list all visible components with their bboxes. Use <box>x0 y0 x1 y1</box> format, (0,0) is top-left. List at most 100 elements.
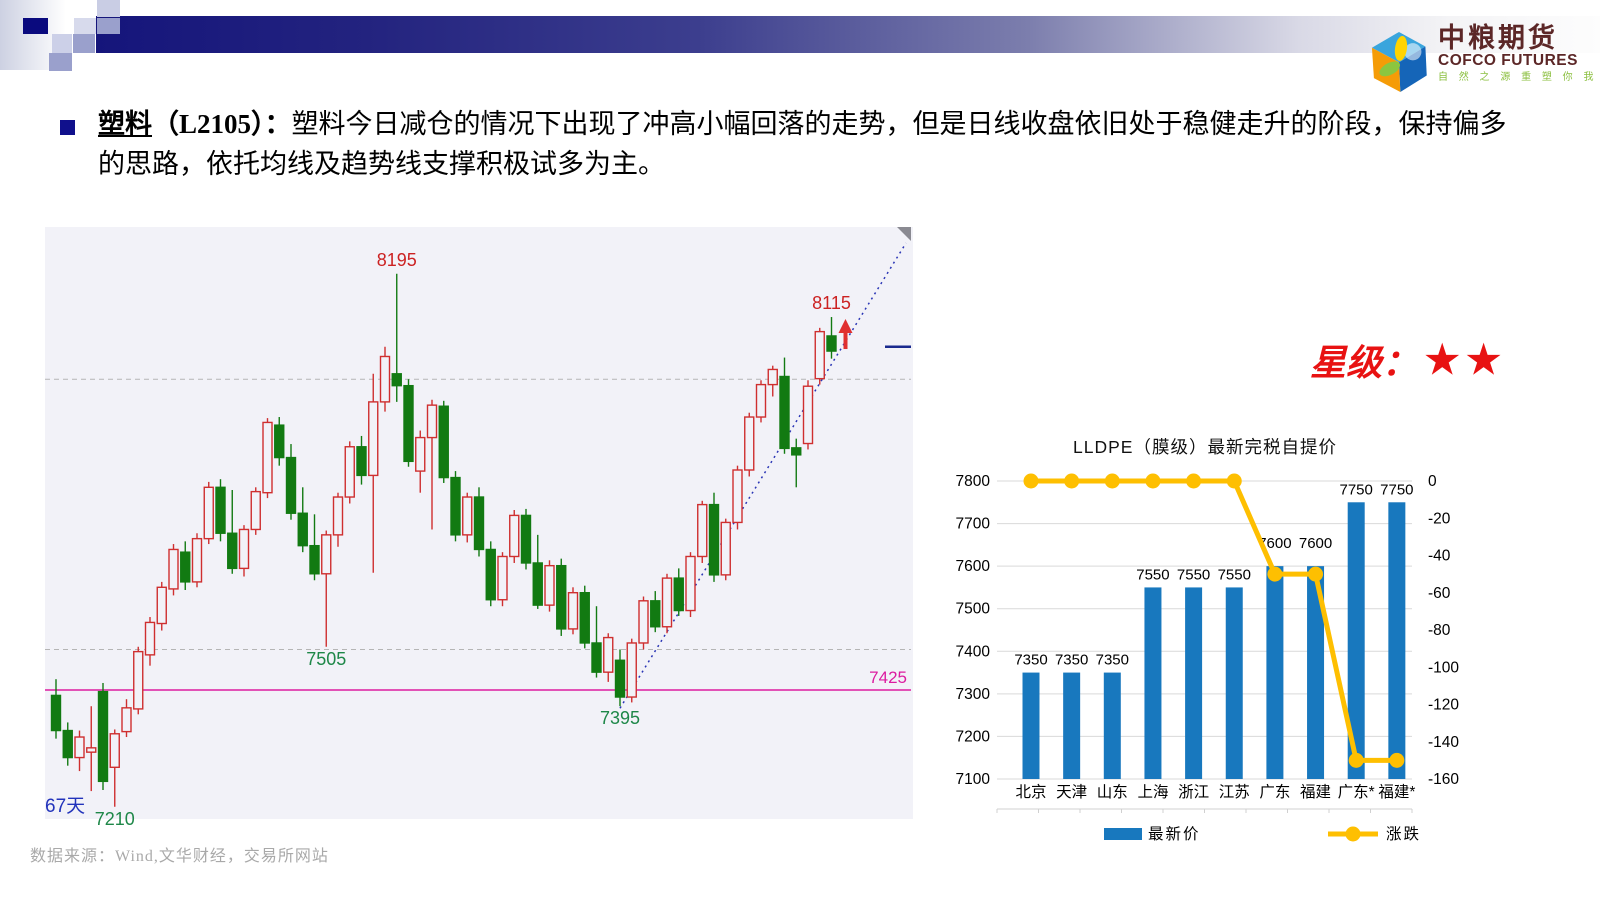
left-axis-tick: 7200 <box>956 728 991 745</box>
candle-body <box>227 532 238 570</box>
left-axis-tick: 7600 <box>956 558 991 575</box>
category-label: 福建* <box>1378 783 1415 801</box>
candle-body <box>97 690 109 783</box>
candlestick-chart-svg: 7425 8195 8115 7505 7395 7210 67天 <box>45 227 911 829</box>
legend-bar-label: 最新价 <box>1148 825 1201 843</box>
candle-body <box>368 401 379 477</box>
change-line-marker <box>1348 752 1364 768</box>
left-axis-tick: 7800 <box>956 473 991 490</box>
star-rating-label: 星级： <box>1310 343 1419 383</box>
bar-value-label: 7750 <box>1380 481 1413 498</box>
candle-body <box>744 416 755 471</box>
change-line-marker <box>1145 473 1161 489</box>
change-line-marker <box>1389 752 1405 768</box>
cofco-logo-mark <box>1371 31 1427 93</box>
left-axis-tick: 7700 <box>956 516 991 533</box>
legend-line-label: 涨跌 <box>1386 825 1421 843</box>
right-axis-tick: -160 <box>1428 771 1459 788</box>
category-label: 浙江 <box>1178 783 1209 801</box>
bar-value-label: 7550 <box>1218 566 1251 583</box>
chart-corner-icon <box>897 227 911 241</box>
candle-body <box>274 424 285 459</box>
bar-山东 <box>1103 672 1121 779</box>
legend-bar-swatch <box>1104 828 1142 840</box>
candle-body <box>121 707 132 733</box>
candle-body <box>497 555 508 601</box>
candle-body <box>415 436 426 472</box>
logo-brand-cn: 中粮期货 <box>1438 23 1558 53</box>
price-annotation: 8115 <box>812 293 851 313</box>
candle-body <box>391 373 402 387</box>
change-line-marker <box>1186 473 1202 489</box>
price-annotation: 7505 <box>306 649 346 669</box>
cofco-logo: 中粮期货 COFCO FUTURES 自 然 之 源 重 塑 你 我 <box>1366 22 1596 100</box>
commentary-paragraph: 塑料（L2105）：塑料今日减仓的情况下出现了冲高小幅回落的走势，但是日线收盘依… <box>98 104 1518 184</box>
deco-square-light-1 <box>74 18 96 34</box>
candle-body <box>438 405 449 479</box>
bar-value-label: 7600 <box>1258 535 1291 552</box>
candle-body <box>450 476 461 536</box>
candle-body <box>321 534 332 575</box>
category-label: 广东 <box>1259 783 1290 801</box>
category-label: 广东* <box>1338 783 1375 801</box>
bar-value-label: 7550 <box>1177 566 1210 583</box>
deco-square-light-2 <box>97 0 120 17</box>
data-source-note: 数据来源：Wind,文华财经，交易所网站 <box>30 848 329 865</box>
change-line-marker <box>1023 473 1039 489</box>
candle-body <box>509 514 520 558</box>
candle-body <box>708 503 720 576</box>
candle-body <box>755 383 767 418</box>
category-label: 上海 <box>1137 783 1168 801</box>
candle-body <box>168 548 179 590</box>
right-axis-tick: -80 <box>1428 622 1451 639</box>
bar-value-label: 7750 <box>1340 481 1373 498</box>
commentary-text: 塑料今日减仓的情况下出现了冲高小幅回落的走势，但是日线收盘依旧处于稳健走升的阶段… <box>98 109 1507 179</box>
bar-上海 <box>1144 587 1162 779</box>
candle-body <box>673 577 684 612</box>
candle-body <box>532 562 543 606</box>
change-line-marker <box>1064 473 1080 489</box>
category-label: 江苏 <box>1219 783 1250 801</box>
bar-value-label: 7550 <box>1136 566 1169 583</box>
change-line-marker <box>1104 473 1120 489</box>
candle-body <box>379 355 391 403</box>
deco-square-navy <box>23 18 48 34</box>
instrument-name: 塑料 <box>98 109 152 139</box>
left-axis-tick: 7500 <box>956 601 991 618</box>
bar-广东 <box>1266 566 1284 779</box>
candle-body <box>638 600 649 644</box>
candle-body <box>74 736 85 759</box>
bar-福建* <box>1388 502 1406 779</box>
category-label: 北京 <box>1015 783 1046 801</box>
candle-body <box>826 335 837 352</box>
deco-square-medium-1 <box>97 18 120 34</box>
right-axis-tick: -40 <box>1428 548 1451 565</box>
candle-body <box>426 404 438 439</box>
candle-body <box>144 621 156 656</box>
bar-江苏 <box>1225 587 1243 779</box>
candle-body <box>309 544 320 575</box>
up-arrow-icon <box>838 319 853 334</box>
bar-广东* <box>1347 502 1365 779</box>
deco-square-medium-3 <box>49 53 72 71</box>
category-label: 福建 <box>1300 783 1331 801</box>
candle-body <box>697 503 708 558</box>
bar-福建 <box>1307 566 1325 779</box>
left-axis-tick: 7400 <box>956 643 991 660</box>
candle-body <box>567 592 579 630</box>
left-axis-tick: 7100 <box>956 771 991 788</box>
star-rating: 星级： ★★ <box>1310 334 1570 386</box>
category-label: 山东 <box>1097 783 1128 801</box>
candle-body <box>215 486 226 534</box>
candle-body <box>814 330 825 380</box>
candle-body <box>403 384 414 463</box>
candle-body <box>344 446 355 498</box>
change-line-marker <box>1267 566 1283 582</box>
candle-body <box>791 447 802 456</box>
candle-body <box>297 512 308 547</box>
candle-body <box>720 521 731 576</box>
candle-body <box>579 592 590 644</box>
candle-body <box>767 368 778 386</box>
candle-body <box>191 537 203 583</box>
